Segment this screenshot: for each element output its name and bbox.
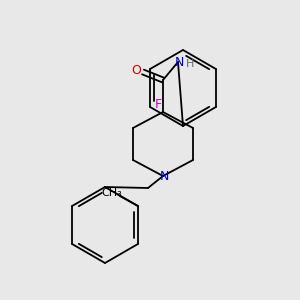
Text: H: H	[186, 59, 194, 69]
Text: O: O	[131, 64, 141, 76]
Text: N: N	[159, 169, 169, 182]
Text: N: N	[174, 56, 184, 68]
Text: CH₃: CH₃	[101, 188, 122, 198]
Text: F: F	[154, 98, 162, 112]
